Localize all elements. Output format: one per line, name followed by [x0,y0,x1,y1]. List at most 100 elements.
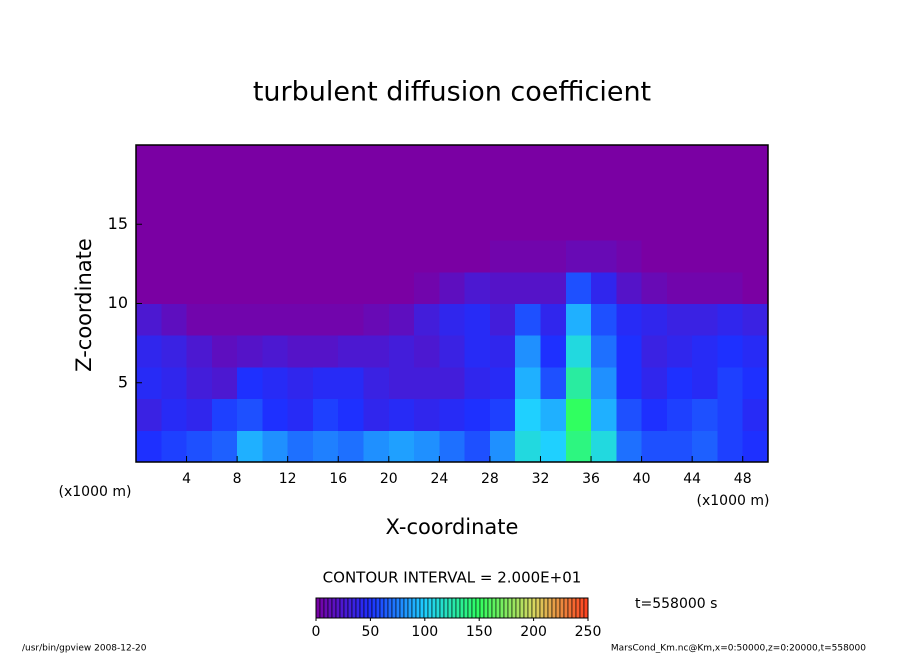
colorbar-swatch [491,597,497,619]
heat-cell [414,398,440,431]
heat-cell [616,335,643,368]
heat-cell [489,430,516,463]
heat-cell [616,208,643,241]
heat-cell [211,430,238,463]
heat-cell [161,303,188,336]
colorbar-swatch [387,597,393,619]
heat-cell [717,335,744,368]
heat-cell [287,208,314,241]
heat-cell [186,240,213,273]
heat-cell [414,271,440,304]
heat-cell [312,335,339,368]
heat-cell [692,208,718,241]
heat-cell [666,208,693,241]
colorbar-swatch [483,597,489,619]
colorbar-swatch [555,597,561,619]
colorbar-swatch [547,597,553,619]
heat-cell [338,176,365,209]
heat-cell [692,398,718,431]
heat-cell [616,176,643,209]
colorbar-tick-label: 0 [312,624,321,640]
x-tick-label: 24 [430,471,448,487]
heat-cell [489,208,516,241]
y-tick-label: 15 [108,214,128,233]
colorbar-swatch [379,597,385,619]
heat-cell [388,271,415,304]
heat-cell [666,145,693,178]
heat-cell [414,176,440,209]
heat-cell [262,430,289,463]
colorbar-swatch [531,597,537,619]
heat-cell [287,335,314,368]
heat-cell [464,303,491,336]
heat-cell [161,366,188,400]
heat-cell [641,398,668,431]
heat-cell [489,366,516,400]
heat-cell [338,335,365,368]
colorbar-tick-label: 50 [361,624,379,640]
heat-cell [237,335,263,368]
colorbar-swatch [563,597,569,619]
heat-cell [363,430,390,463]
colorbar-swatch [507,597,513,619]
colorbar-swatch [395,597,401,619]
x-tick-label: 48 [734,471,752,487]
heat-cell [287,303,314,336]
heat-cell [312,176,339,209]
colorbar-swatch [335,597,341,619]
colorbar-swatch [443,597,449,619]
colorbar-swatch [331,597,337,619]
heat-cell [388,176,415,209]
contour-note: CONTOUR INTERVAL = 2.000E+01 [323,569,582,587]
colorbar-tick-label: 150 [466,624,493,640]
heat-cell [464,271,491,304]
colorbar-swatch [391,597,397,619]
heat-cell [363,398,390,431]
colorbar-swatch [499,597,505,619]
x-unit: (x1000 m) [697,493,770,509]
heat-cell [464,430,491,463]
heat-cell [136,176,162,209]
heat-cell [641,176,668,209]
heat-cell [565,335,592,368]
heat-cell [565,271,592,304]
colorbar-swatch [467,597,473,619]
heat-cell [262,208,289,241]
heat-cell [388,303,415,336]
heat-cell [237,176,263,209]
colorbar-swatch [339,597,345,619]
heat-cell [717,303,744,336]
colorbar-swatch [343,597,349,619]
x-tick-label: 40 [633,471,651,487]
heat-cell [540,398,567,431]
heat-cell [363,335,390,368]
heat-cell [388,208,415,241]
heat-cell [211,240,238,273]
heat-cell [464,240,491,273]
time-note: t=558000 s [635,596,717,612]
colorbar-swatch [383,597,389,619]
heat-cell [262,303,289,336]
heat-cell [439,240,466,273]
colorbar-swatch [503,597,509,619]
heat-cell [540,303,567,336]
heat-cell [388,398,415,431]
x-axis-label: X-coordinate [386,515,519,539]
heat-cell [287,271,314,304]
heat-cell [515,176,541,209]
heat-cell [388,145,415,178]
heat-cell [464,366,491,400]
heat-cell [616,271,643,304]
colorbar-swatch [511,597,517,619]
heat-cell [312,366,339,400]
heat-cell [312,208,339,241]
heat-cell [742,398,769,431]
heat-cell [237,398,263,431]
colorbar-swatch [411,597,417,619]
heat-cell [742,335,769,368]
heat-cell [591,176,617,209]
heat-cell [186,145,213,178]
heat-cell [363,176,390,209]
heat-cell [515,303,541,336]
colorbar-frame [315,597,589,619]
